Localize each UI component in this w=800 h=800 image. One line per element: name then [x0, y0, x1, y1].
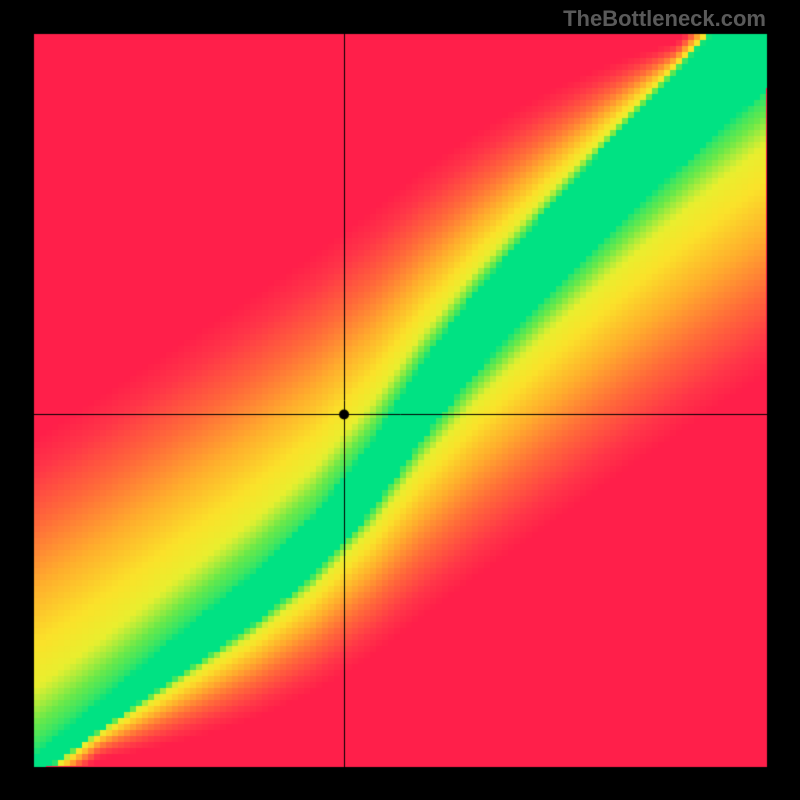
bottleneck-heatmap-canvas	[0, 0, 800, 800]
watermark-text: TheBottleneck.com	[563, 6, 766, 32]
chart-frame: TheBottleneck.com	[0, 0, 800, 800]
